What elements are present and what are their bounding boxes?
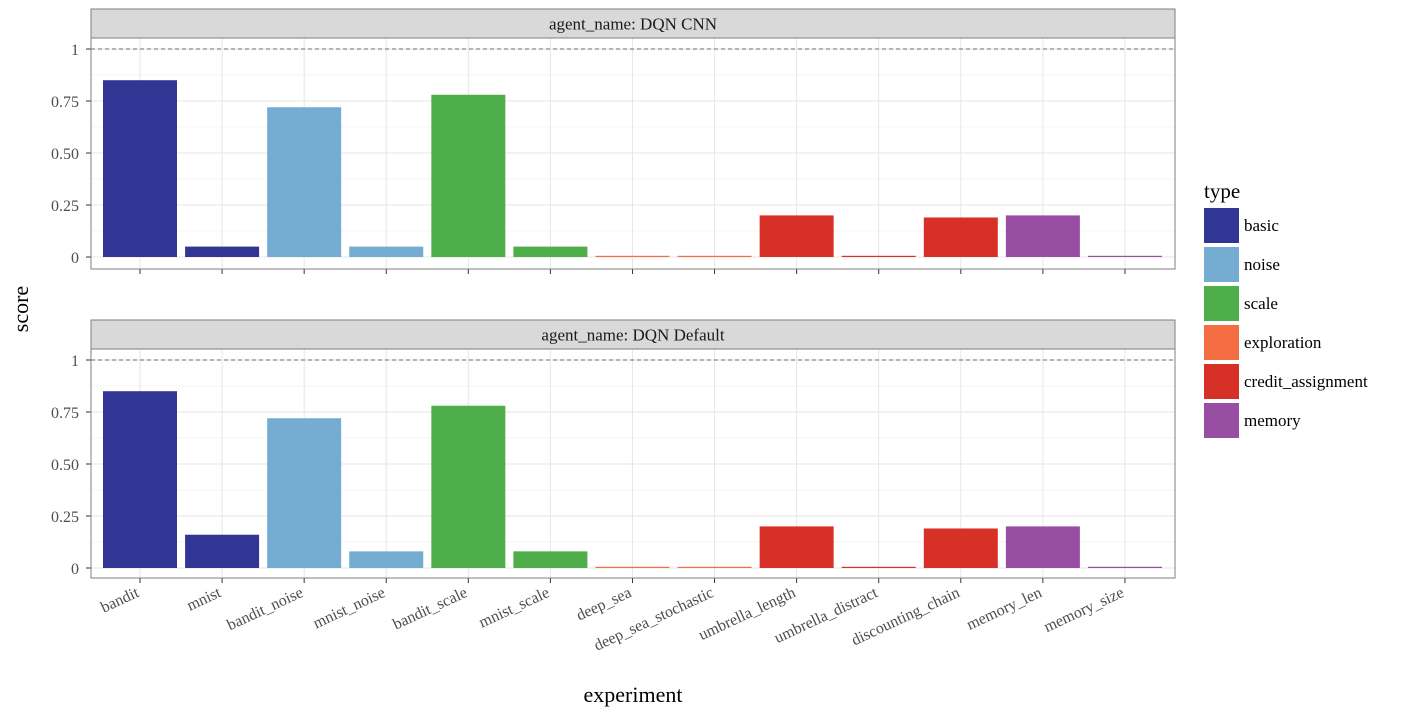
bar-mnist_scale [513,551,588,568]
y-tick-label: 1 [71,42,79,59]
y-tick-label: 0.25 [51,509,79,526]
x-tick-label: mnist_scale [476,584,552,631]
x-tick-label: deep_sea [574,584,634,624]
legend-label-noise: noise [1244,255,1280,274]
legend-label-memory: memory [1244,411,1301,430]
bar-memory_size [1087,566,1162,568]
y-tick-label: 0.25 [51,198,79,215]
legend-swatch-credit_assignment [1204,364,1239,399]
bar-memory_len [1005,526,1080,568]
bar-mnist [185,246,260,257]
bar-bandit_scale [431,405,506,568]
legend-swatch-noise [1204,247,1239,282]
legend-label-credit_assignment: credit_assignment [1244,372,1368,391]
legend-swatch-basic [1204,208,1239,243]
bar-bandit_scale [431,94,506,257]
y-tick-label: 1 [71,353,79,370]
x-tick-label: bandit_noise [225,584,306,634]
legend-label-scale: scale [1244,294,1278,313]
bar-discounting_chain [923,528,998,568]
bar-mnist_noise [349,551,424,568]
bar-memory_size [1087,255,1162,257]
bar-mnist_noise [349,246,424,257]
y-axis-title: score [8,286,33,332]
y-tick-label: 0.75 [51,94,79,111]
legend-label-exploration: exploration [1244,333,1322,352]
y-tick-label: 0.75 [51,405,79,422]
legend-swatch-exploration [1204,325,1239,360]
x-axis-title: experiment [584,682,683,707]
y-tick-label: 0.50 [51,457,79,474]
bar-mnist_scale [513,246,588,257]
facet-strip-label: agent_name: DQN CNN [549,15,717,34]
x-tick-label: bandit_scale [390,584,470,633]
facet-strip-label: agent_name: DQN Default [541,326,724,345]
bar-bandit_noise [267,418,342,568]
facet-strip [90,8,1176,39]
bar-umbrella_length [759,215,834,257]
legend-swatch-memory [1204,403,1239,438]
x-tick-label: mnist [184,584,224,615]
legend-swatch-scale [1204,286,1239,321]
bar-memory_len [1005,215,1080,257]
x-tick-label: memory_size [1041,584,1126,636]
x-tick-label: memory_len [964,584,1044,634]
bar-deep_sea_stochastic [677,566,752,568]
bar-bandit [103,80,177,257]
x-tick-label: bandit [98,584,142,617]
y-tick-label: 0 [71,250,79,267]
facet-strip [90,319,1176,350]
bar-bandit_noise [267,107,342,258]
bar-deep_sea [595,255,670,257]
legend-label-basic: basic [1244,216,1279,235]
bar-deep_sea_stochastic [677,255,752,257]
bar-umbrella_length [759,526,834,568]
bar-umbrella_distract [841,255,916,257]
facet-panel-1: agent_name: DQN Default 0 0.25 0.50 0.75 1 [51,319,1176,583]
legend-title: type [1204,179,1240,203]
bar-mnist [185,534,260,568]
y-tick-label: 0.50 [51,146,79,163]
x-tick-label: mnist_noise [311,584,388,632]
y-tick-label: 0 [71,561,79,578]
panel-border [90,348,1176,579]
bar-deep_sea [595,566,670,568]
facet-panel-0: agent_name: DQN CNN 0 0.25 0.50 0.75 1 [51,8,1176,274]
bar-umbrella_distract [841,566,916,568]
bar-discounting_chain [923,217,998,257]
panel-border [90,37,1176,270]
bar-bandit [103,391,177,568]
